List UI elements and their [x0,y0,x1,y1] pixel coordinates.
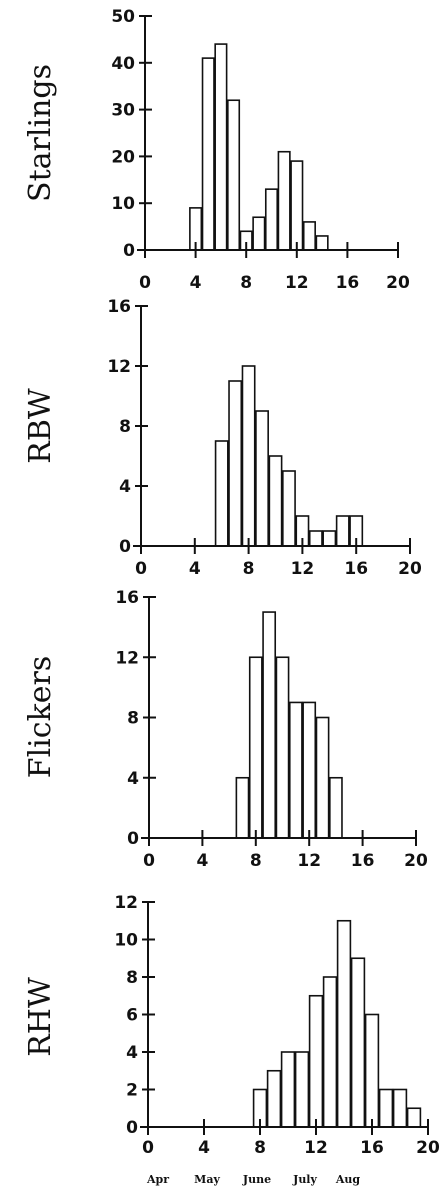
bar [264,188,279,251]
bar [214,440,229,547]
x-tick-label: 0 [142,1138,154,1158]
bar [315,235,329,251]
y-tick-label: 16 [107,297,131,317]
bar [227,99,241,251]
bar [277,150,291,251]
x-tick-label: 16 [360,1138,384,1158]
y-tick-label: 2 [126,1081,138,1101]
y-tick-label: 8 [119,417,131,437]
x-tick-label: 0 [139,273,151,293]
x-tick-label: 20 [398,559,422,579]
y-tick-label: 8 [127,709,139,729]
chart-panel-2: RBW 0 4 8 12 16 0 4 8 12 16 20 [23,297,422,579]
y-tick-label: 10 [114,931,138,951]
bar [275,656,290,839]
bar [308,530,323,547]
y-tick-label: 4 [127,769,139,789]
bar [406,1107,422,1128]
month-label: Apr [146,1173,169,1186]
bar [294,1051,310,1128]
x-tick-label: 8 [240,273,252,293]
y-tick-label: 12 [115,648,139,668]
x-tick-label: 8 [254,1138,266,1158]
x-tick-label: 8 [243,559,255,579]
bar [308,994,324,1128]
y-tick-label: 16 [115,588,139,608]
month-label: June [242,1173,271,1186]
month-label: July [292,1173,317,1186]
bar [335,515,350,547]
bar [235,776,250,839]
x-tick-label: 8 [250,851,262,871]
y-tick-label: 0 [119,537,131,557]
bar [255,410,269,547]
y-tick-label: 10 [111,194,135,214]
y-tick-label: 4 [126,1043,138,1063]
y-axis-label: Flickers [23,656,58,778]
bar [201,57,215,251]
x-tick-label: 0 [135,559,147,579]
y-tick-label: 50 [111,7,135,27]
bar [364,1013,380,1128]
x-tick-label: 16 [344,559,368,579]
x-tick-label: 4 [198,1138,210,1158]
x-tick-label: 12 [304,1138,328,1158]
y-tick-label: 40 [111,54,135,74]
y-axis-label: RHW [23,977,58,1057]
y-tick-label: 0 [123,241,135,261]
bar [241,365,256,547]
y-tick-label: 8 [126,968,138,988]
chart-panel-4: RHW 0 2 4 6 8 10 12 0 4 8 12 16 20 Apr May June July Aug [23,893,440,1186]
bar [315,716,330,839]
bar [329,776,343,839]
bar [322,976,338,1128]
bar [280,1051,296,1128]
bar [302,221,316,251]
bar [248,656,263,839]
x-tick-label: 12 [291,559,315,579]
bar [322,530,337,547]
bar [392,1088,408,1128]
bar [290,160,304,251]
bar [262,611,277,839]
x-tick-label: 20 [386,273,410,293]
bar [288,701,303,839]
x-tick-label: 4 [190,273,202,293]
y-tick-label: 0 [127,829,139,849]
y-tick-label: 4 [119,477,131,497]
y-tick-label: 12 [107,357,131,377]
chart-panel-3: Flickers 0 4 8 12 16 0 4 8 12 16 20 [23,588,428,871]
bar [378,1088,394,1128]
y-tick-label: 0 [126,1118,138,1138]
x-tick-label: 12 [285,273,309,293]
x-tick-label: 4 [189,559,201,579]
bar [350,957,366,1128]
bar [266,1069,282,1128]
x-tick-label: 20 [404,851,428,871]
x-tick-label: 16 [336,273,360,293]
bar [336,919,352,1128]
x-tick-label: 20 [416,1138,440,1158]
x-tick-label: 0 [143,851,155,871]
x-tick-label: 4 [196,851,208,871]
y-tick-label: 6 [126,1006,138,1026]
bar [282,470,296,547]
x-tick-label: 12 [297,851,321,871]
bar [228,380,243,547]
y-axis-label: Starlings [23,64,58,202]
y-tick-label: 30 [111,101,135,121]
bar [214,43,228,251]
bar [268,455,283,547]
y-tick-label: 12 [114,893,138,913]
bar [252,216,266,251]
bar [302,701,317,839]
month-label: May [194,1173,220,1186]
x-tick-label: 16 [351,851,375,871]
month-label: Aug [335,1173,361,1186]
chart-panel-1: Starlings 0 10 20 30 40 50 0 4 8 12 16 20 [23,7,410,293]
y-axis-label: RBW [23,388,58,464]
y-tick-label: 20 [111,147,135,167]
